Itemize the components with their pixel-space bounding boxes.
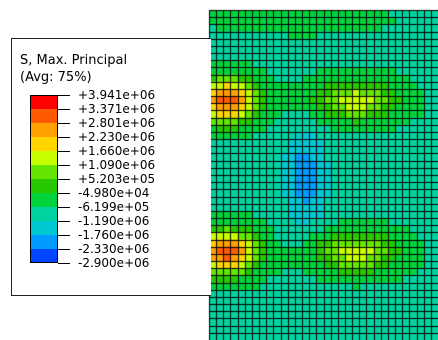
- legend-tick: [58, 137, 70, 138]
- legend-label: +5.203e+05: [78, 172, 156, 186]
- legend-label: -1.760e+06: [78, 228, 150, 242]
- legend-tick: [58, 95, 70, 96]
- legend-tick: [58, 249, 70, 250]
- legend-swatch: [30, 137, 58, 151]
- legend-label: +1.660e+06: [78, 144, 156, 158]
- legend-label: +2.230e+06: [78, 130, 156, 144]
- legend-tick: [58, 263, 70, 264]
- legend-tick: [58, 221, 70, 222]
- legend-swatch: [30, 249, 58, 263]
- legend-tick: [58, 123, 70, 124]
- legend-swatch: [30, 207, 58, 221]
- legend-swatch: [30, 151, 58, 165]
- legend-label: +1.090e+06: [78, 158, 156, 172]
- legend-swatch: [30, 109, 58, 123]
- legend-label: -2.900e+06: [78, 256, 150, 270]
- legend-label: -1.190e+06: [78, 214, 150, 228]
- legend-subtitle: (Avg: 75%): [20, 70, 92, 85]
- legend-label: +2.801e+06: [78, 116, 156, 130]
- legend-tick: [58, 235, 70, 236]
- legend-tick: [58, 109, 70, 110]
- legend-swatch: [30, 193, 58, 207]
- legend-swatch: [30, 235, 58, 249]
- legend-color-bar: [30, 95, 58, 263]
- legend-label: +3.371e+06: [78, 102, 156, 116]
- legend-label: -4.980e+04: [78, 186, 150, 200]
- legend-label: -6.199e+05: [78, 200, 150, 214]
- legend-tick: [58, 207, 70, 208]
- legend-label: +3.941e+06: [78, 88, 156, 102]
- legend-tick: [58, 193, 70, 194]
- legend-swatch: [30, 165, 58, 179]
- legend-tick: [58, 179, 70, 180]
- legend-swatch: [30, 221, 58, 235]
- legend-tick: [58, 151, 70, 152]
- legend-tick: [58, 165, 70, 166]
- legend-swatch: [30, 123, 58, 137]
- legend-title: S, Max. Principal: [20, 53, 128, 68]
- legend-swatch: [30, 95, 58, 109]
- legend-swatch: [30, 179, 58, 193]
- legend-label: -2.330e+06: [78, 242, 150, 256]
